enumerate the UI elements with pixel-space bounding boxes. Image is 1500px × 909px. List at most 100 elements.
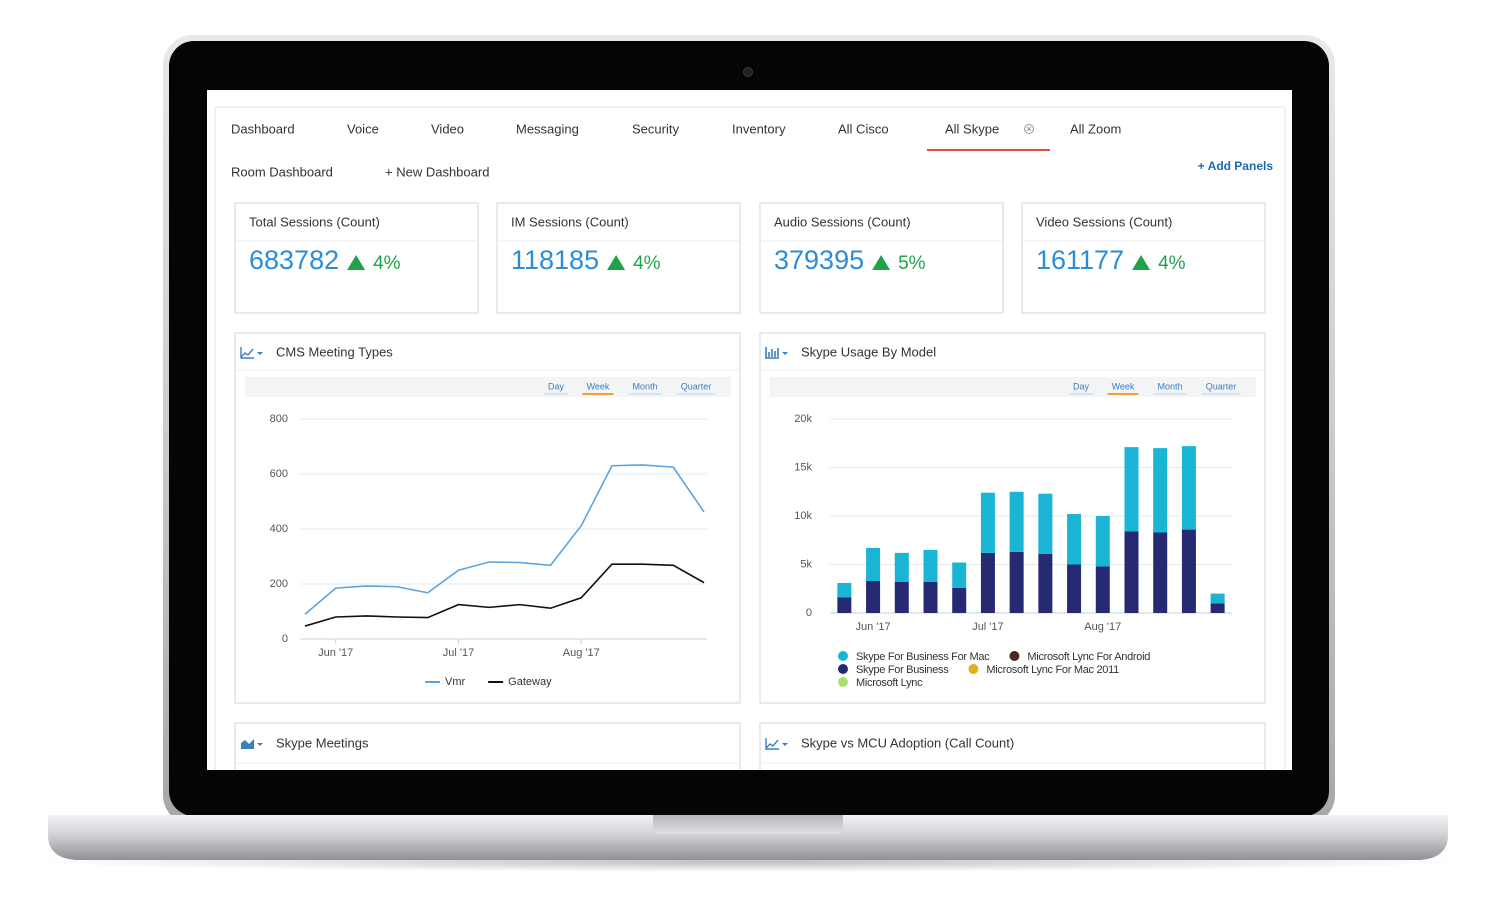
chart-title: Skype Usage By Model (801, 344, 936, 359)
dropdown-caret[interactable] (782, 743, 788, 746)
legend-label[interactable]: Skype For Business (856, 664, 950, 676)
chart-panel (234, 722, 741, 770)
kpi-title: IM Sessions (Count) (511, 214, 629, 229)
kpi-change: 4% (633, 253, 661, 274)
bar-segment (894, 552, 909, 582)
range-tab[interactable]: Month (632, 381, 657, 391)
trend-up-icon (1132, 255, 1151, 270)
kpi-value: 118185 (511, 245, 599, 275)
nav-tab[interactable]: Dashboard (231, 121, 295, 136)
x-tick-label: Aug '17 (563, 647, 600, 659)
y-tick-label: 200 (270, 578, 288, 590)
kpi-title: Audio Sessions (Count) (774, 214, 911, 229)
dashboard: Dashboard Voice Video Messaging Security Inve… (214, 106, 1286, 770)
nav-tab[interactable]: Voice (347, 121, 379, 136)
add-panels-link[interactable]: + Add Panels (1198, 159, 1274, 173)
dropdown-caret[interactable] (782, 352, 788, 355)
chart-type-icon[interactable] (240, 347, 254, 359)
bar-segment (1038, 553, 1053, 613)
bar-segment (1124, 447, 1139, 532)
bar-segment (980, 492, 995, 553)
range-tab[interactable]: Quarter (681, 381, 712, 391)
nav-tab[interactable]: Video (431, 121, 464, 136)
bar-segment (923, 581, 938, 613)
kpi-change: 5% (898, 253, 926, 274)
bar-segment (1009, 491, 1024, 552)
nav-tab[interactable]: All Cisco (838, 121, 889, 136)
chart-type-icon[interactable] (765, 738, 779, 750)
legend-label[interactable]: Gateway (508, 676, 552, 688)
kpi-card (496, 202, 741, 314)
range-tab[interactable]: Week (1112, 381, 1135, 391)
bar-segment (952, 562, 967, 588)
close-tab-icon[interactable] (1024, 124, 1034, 134)
chart-type-icon[interactable] (241, 739, 254, 749)
bar-segment (1038, 493, 1053, 554)
notch (653, 815, 843, 834)
close-tab-icon-x (1026, 126, 1032, 132)
y-tick-label: 5k (800, 558, 812, 570)
bar-segment (1124, 531, 1139, 613)
chart-title: CMS Meeting Types (276, 344, 393, 359)
y-tick-label: 600 (270, 468, 288, 480)
kpi-title: Video Sessions (Count) (1036, 214, 1172, 229)
bar-segment (837, 597, 852, 613)
line-series (304, 563, 705, 627)
range-tab[interactable]: Day (1073, 381, 1090, 391)
kpi-title: Total Sessions (Count) (249, 214, 380, 229)
y-tick-label: 0 (282, 633, 288, 645)
nav-tab[interactable]: All Skype (945, 121, 999, 136)
bar-segment (1153, 532, 1168, 613)
bar-segment (1210, 603, 1225, 613)
range-tab[interactable]: Day (548, 381, 565, 391)
legend-label[interactable]: Vmr (445, 676, 466, 688)
x-tick-label: Jul '17 (443, 647, 474, 659)
camera (743, 67, 753, 77)
y-tick-label: 15k (794, 461, 812, 473)
bar-segment (1067, 514, 1082, 565)
sub-nav-link[interactable]: + New Dashboard (385, 164, 489, 179)
bar-segment (1210, 593, 1225, 604)
kpi-value: 161177 (1036, 245, 1124, 275)
bar-segment (1009, 551, 1024, 613)
range-tab[interactable]: Week (587, 381, 610, 391)
chart-type-icon[interactable] (765, 347, 779, 359)
range-tab[interactable]: Quarter (1206, 381, 1237, 391)
y-tick-label: 400 (270, 523, 288, 535)
bar-segment (952, 587, 967, 613)
bar-segment (980, 552, 995, 613)
kpi-value: 379395 (774, 245, 864, 275)
kpi-card (1021, 202, 1266, 314)
nav-tab[interactable]: Inventory (732, 121, 786, 136)
bar-segment (1095, 566, 1110, 613)
bar-segment (1095, 516, 1110, 567)
legend-label[interactable]: Microsoft Lync (856, 677, 923, 689)
dropdown-caret[interactable] (257, 743, 263, 746)
legend-swatch (968, 664, 979, 674)
chart-title: Skype vs MCU Adoption (Call Count) (801, 735, 1014, 750)
x-tick-label: Aug '17 (1084, 621, 1121, 633)
legend-label[interactable]: Microsoft Lync For Android (1027, 651, 1150, 663)
nav-tab[interactable]: Security (632, 121, 679, 136)
kpi-change: 4% (373, 253, 401, 274)
y-tick-label: 0 (806, 607, 812, 619)
x-tick-label: Jun '17 (318, 647, 353, 659)
range-tab[interactable]: Month (1157, 381, 1182, 391)
chart-title: Skype Meetings (276, 735, 369, 750)
bar-segment (1153, 448, 1168, 533)
x-tick-label: Jul '17 (972, 621, 1003, 633)
sub-nav-link[interactable]: Room Dashboard (231, 164, 333, 179)
nav-tab[interactable]: All Zoom (1070, 121, 1121, 136)
dropdown-caret[interactable] (257, 352, 263, 355)
legend-swatch (838, 664, 848, 674)
bar-segment (866, 580, 881, 613)
nav-tab[interactable]: Messaging (516, 121, 579, 136)
x-tick-label: Jun '17 (856, 621, 891, 633)
bar-segment (1181, 529, 1196, 613)
chart-panel (759, 722, 1266, 770)
legend-label[interactable]: Microsoft Lync For Mac 2011 (986, 664, 1119, 676)
base (48, 815, 1448, 860)
bar-segment (894, 581, 909, 613)
legend-label[interactable]: Skype For Business For Mac (856, 651, 991, 663)
